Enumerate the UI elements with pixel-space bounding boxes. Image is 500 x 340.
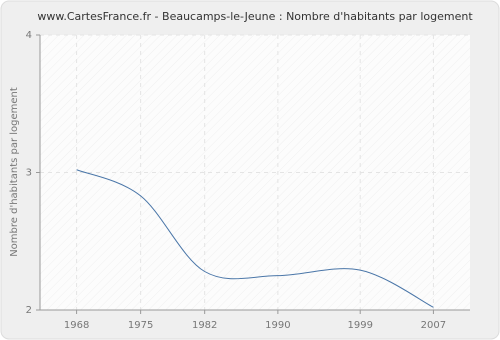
y-axis-label: Nombre d'habitants par logement xyxy=(9,87,20,257)
y-tick-label: 3 xyxy=(26,168,32,179)
x-tick-label: 1975 xyxy=(128,320,153,331)
x-tick-label: 1982 xyxy=(192,320,217,331)
x-tick-label: 1968 xyxy=(64,320,89,331)
x-tick-label: 2007 xyxy=(421,320,446,331)
data-line xyxy=(76,169,434,308)
y-tick-label: 4 xyxy=(26,30,32,41)
plot-area xyxy=(40,35,470,310)
x-tick-label: 1990 xyxy=(265,320,290,331)
y-tick-label: 2 xyxy=(26,305,32,316)
x-tick-label: 1999 xyxy=(347,320,372,331)
chart-title: www.CartesFrance.fr - Beaucamps-le-Jeune… xyxy=(37,10,473,23)
